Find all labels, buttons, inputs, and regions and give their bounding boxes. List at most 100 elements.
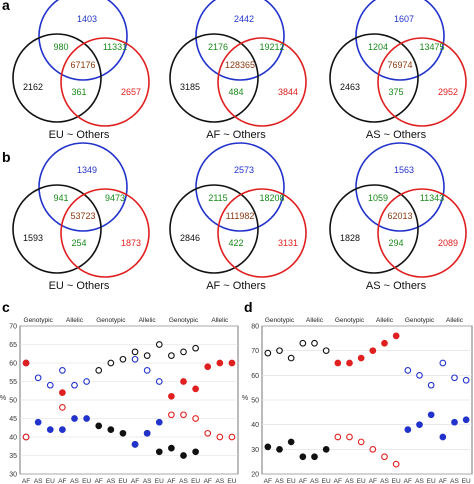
data-point-black-filled [192,448,199,456]
data-point-blue-filled [71,415,78,422]
venn-count-right: 3131 [278,238,298,248]
data-point-red-filled [180,378,187,385]
venn-count-left-overlap: 1204 [368,42,388,52]
x-tick-label: AF [299,478,307,484]
venn-count-right-overlap: 9473 [105,193,125,203]
data-point-red-filled [392,332,400,340]
data-point-black-filled [180,452,187,459]
data-point-blue-filled [131,441,139,448]
venn-venn_a-1: 2442 2176 19212 128365 3185 484 3844 AF ~ Other… [169,0,307,141]
data-point-black-open [311,339,318,347]
venn-count-left: 2162 [23,82,43,92]
y-tick-label: 80 [251,324,259,331]
venn-circle-black [12,184,102,274]
panel-label-c: c [2,299,10,315]
y-tick-label: 70 [9,324,17,331]
data-point-blue-filled [404,426,412,433]
venn-circle-red [377,37,467,127]
x-tick-label: EU [82,478,91,484]
x-tick-label: EU [287,478,296,484]
data-point-blue-filled [155,418,163,426]
y-tick-label: 70 [251,348,259,355]
venn-title: AS ~ Others [366,280,427,292]
venn-count-right: 3844 [278,87,298,97]
y-tick-label: 20 [251,472,259,479]
venn-count-center: 128365 [225,60,255,70]
data-point-black-open [276,347,283,355]
data-point-black-open [192,344,199,352]
x-tick-label: AF [22,478,30,484]
data-point-blue-open [427,381,435,389]
data-point-blue-open [451,374,458,382]
data-point-blue-filled [462,416,470,424]
group-label: Genotypic [96,317,126,324]
data-point-black-filled [168,444,175,452]
data-point-black-filled [311,453,318,461]
data-point-blue-filled [416,421,423,429]
group-label: Genotypic [24,317,54,324]
venn-circle-blue [38,0,128,81]
venn-count-left-overlap: 1059 [368,193,388,203]
data-point-black-open [180,348,187,356]
group-label: Genotypic [169,317,199,324]
panel-label-a: a [2,0,10,13]
group-label: Allelic [211,317,229,324]
x-tick-label: EU [392,478,401,484]
data-point-blue-filled [34,418,42,426]
data-point-blue-open [71,381,78,389]
venn-circle-red [60,37,150,127]
x-tick-label: EU [118,478,127,484]
venn-circle-blue [355,0,445,81]
venn-circle-black [169,33,259,123]
venn-circle-blue [38,142,128,232]
group-label: Allelic [306,317,324,324]
venn-count-right-overlap: 18208 [259,193,284,203]
data-point-red-open [381,453,388,461]
venn-count-bottom-overlap: 375 [388,87,403,97]
venn-circle-red [377,188,467,278]
venn-venn_b-0: 1349 941 9473 53723 1593 254 1873 EU ~ Others [12,142,150,292]
data-point-blue-open [155,378,163,385]
x-tick-label: AS [179,478,188,484]
venn-count-top: 2442 [234,14,254,24]
venn-title: AF ~ Others [206,129,266,141]
y-tick-label: 35 [9,453,17,460]
venn-count-left-overlap: 941 [53,193,68,203]
panel-label-b: b [2,149,11,165]
data-point-blue-filled [83,415,90,422]
data-point-black-filled [276,445,283,453]
data-point-black-open [264,349,272,357]
venn-count-left-overlap: 2115 [208,193,227,203]
data-point-red-open [192,415,199,422]
data-point-black-open [95,367,103,374]
data-point-red-filled [369,347,377,355]
venn-count-left: 2846 [180,233,200,243]
panel-label-d: d [244,299,253,315]
x-tick-label: EU [227,478,236,484]
venn-count-bottom-overlap: 484 [228,87,243,97]
venn-count-right-overlap: 13475 [419,42,444,52]
data-point-blue-open [83,378,90,385]
venn-count-right-overlap: 19212 [259,42,284,52]
x-tick-label: AF [369,478,377,484]
venn-title: AS ~ Others [366,129,427,141]
x-tick-label: AS [106,478,115,484]
x-tick-label: EU [155,478,164,484]
y-tick-label: 50 [251,398,259,405]
data-point-black-filled [155,448,163,456]
venn-count-left: 2463 [340,82,360,92]
venn-venn_b-2: 1563 1059 11343 62013 1828 294 2089 AS ~ Others [329,142,467,292]
data-point-red-filled [22,359,30,367]
data-point-black-open [119,355,127,363]
venn-circle-black [329,33,419,123]
venn-circle-black [169,184,259,274]
group-label: Genotypic [405,317,435,324]
venn-title: EU ~ Others [49,280,110,292]
data-point-red-filled [204,363,212,371]
venn-count-right: 1873 [121,238,141,248]
data-point-black-open [168,352,175,359]
venn-diagrams: 1403 980 11331 67176 2162 361 2657 EU ~ Others 2… [12,0,467,292]
venn-count-center: 53723 [70,211,95,221]
y-tick-label: 60 [9,361,17,368]
data-point-red-filled [192,385,199,393]
